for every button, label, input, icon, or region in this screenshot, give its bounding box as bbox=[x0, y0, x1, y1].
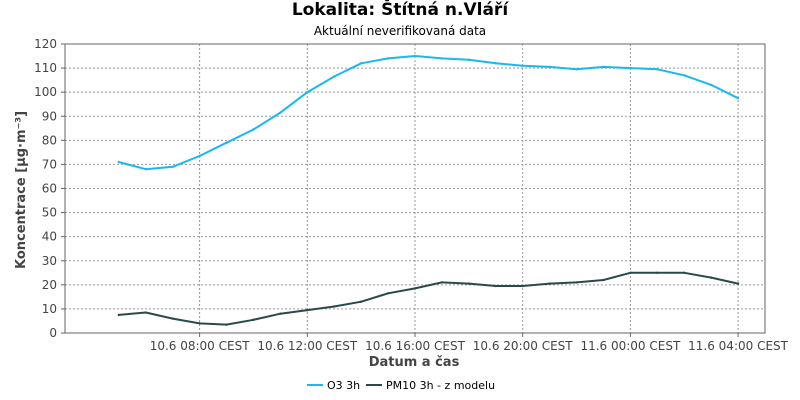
x-axis-title: Datum a čas bbox=[369, 355, 460, 370]
data-point bbox=[736, 282, 740, 285]
y-tick-label: 120 bbox=[34, 37, 57, 51]
data-point bbox=[198, 154, 201, 158]
data-point bbox=[709, 83, 713, 87]
data-point bbox=[494, 284, 497, 288]
data-point bbox=[252, 318, 255, 321]
data-point bbox=[521, 64, 524, 67]
data-point bbox=[413, 287, 417, 290]
y-tick-label: 80 bbox=[42, 133, 57, 147]
data-point bbox=[656, 271, 659, 274]
data-point bbox=[117, 313, 121, 317]
data-point bbox=[225, 141, 228, 144]
data-point bbox=[494, 62, 497, 65]
data-point bbox=[333, 305, 336, 308]
legend: O3 3h PM10 3h - z modelu bbox=[307, 379, 495, 392]
data-point bbox=[521, 284, 524, 288]
data-point bbox=[198, 322, 201, 325]
y-tick-label: 10 bbox=[42, 302, 57, 316]
data-point bbox=[440, 57, 444, 60]
chart-title: Lokalita: Štítná n.Vláří bbox=[291, 0, 509, 20]
data-point bbox=[359, 62, 363, 65]
data-point bbox=[548, 282, 551, 285]
data-point bbox=[306, 308, 309, 312]
y-tick-label: 50 bbox=[42, 206, 57, 220]
data-point bbox=[279, 111, 282, 114]
y-tick-label: 70 bbox=[42, 157, 57, 171]
data-point bbox=[252, 128, 255, 131]
data-point bbox=[709, 276, 713, 279]
data-point bbox=[736, 96, 740, 100]
y-tick-label: 30 bbox=[42, 254, 57, 268]
y-tick-label: 40 bbox=[42, 230, 57, 244]
legend-label-1: PM10 3h - z modelu bbox=[386, 379, 495, 392]
data-point bbox=[279, 312, 282, 315]
legend-label-0: O3 3h bbox=[327, 379, 360, 392]
data-point bbox=[333, 75, 336, 78]
y-tick-label: 60 bbox=[42, 182, 57, 196]
data-point bbox=[117, 160, 121, 164]
y-tick-label: 0 bbox=[49, 326, 57, 340]
data-point bbox=[359, 300, 363, 303]
data-point bbox=[548, 65, 551, 69]
data-point bbox=[683, 74, 686, 77]
x-tick-label: 11.6 04:00 CEST bbox=[688, 339, 789, 353]
series-line-1 bbox=[118, 271, 739, 326]
data-point bbox=[386, 292, 390, 295]
data-point bbox=[467, 58, 471, 61]
data-point bbox=[683, 271, 686, 274]
data-point bbox=[306, 90, 309, 94]
x-tick-label: 10.6 08:00 CEST bbox=[150, 339, 251, 353]
data-point bbox=[602, 65, 605, 69]
data-point bbox=[575, 68, 578, 71]
data-point bbox=[629, 271, 632, 274]
data-point bbox=[629, 66, 632, 70]
data-point bbox=[386, 57, 390, 60]
axes: 0 10 20 30 40 50 60 70 80 90 100 110 120 10.6 08:00 C… bbox=[34, 37, 789, 353]
data-point bbox=[656, 68, 659, 71]
data-point bbox=[225, 323, 228, 326]
data-point bbox=[171, 165, 174, 169]
y-tick-label: 110 bbox=[34, 61, 57, 75]
x-tick-label: 10.6 12:00 CEST bbox=[257, 339, 358, 353]
data-point bbox=[440, 281, 444, 284]
series-lines bbox=[117, 54, 740, 326]
y-tick-label: 20 bbox=[42, 278, 57, 292]
data-point bbox=[413, 54, 417, 58]
series-line-0 bbox=[118, 55, 739, 171]
y-tick-label: 100 bbox=[34, 85, 57, 99]
x-tick-label: 10.6 20:00 CEST bbox=[473, 339, 574, 353]
y-tick-label: 90 bbox=[42, 109, 57, 123]
x-tick-label: 11.6 00:00 CEST bbox=[580, 339, 681, 353]
data-point bbox=[144, 311, 147, 314]
y-axis-title: Koncentrace [µg·m⁻³] bbox=[14, 111, 29, 269]
chart-subtitle: Aktuální neverifikovaná data bbox=[313, 24, 487, 38]
data-point bbox=[602, 278, 605, 282]
grid-lines bbox=[65, 44, 765, 333]
data-point bbox=[171, 317, 174, 320]
data-point bbox=[144, 168, 147, 171]
data-point bbox=[575, 281, 578, 284]
data-point bbox=[467, 282, 471, 285]
x-tick-label: 10.6 16:00 CEST bbox=[365, 339, 466, 353]
